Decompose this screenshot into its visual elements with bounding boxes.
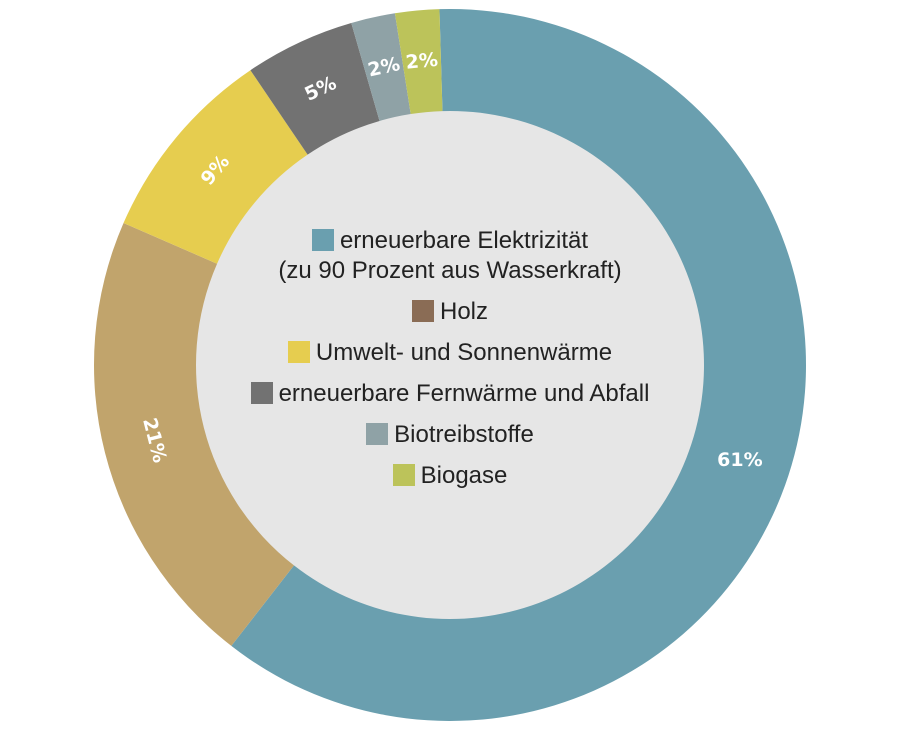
donut-slice-3	[123, 70, 308, 264]
legend-label-3: Umwelt- und Sonnenwärme	[315, 339, 613, 366]
legend-swatch-6	[392, 464, 415, 486]
chart-legend: erneuerbare Elektrizität (zu 90 Prozent …	[200, 226, 700, 502]
legend-label-4: erneuerbare Fernwärme und Abfall	[278, 380, 650, 407]
legend-swatch-4	[250, 382, 273, 404]
slice-value-label-6: 2%	[405, 49, 439, 74]
legend-item-6: Biogase	[200, 461, 700, 491]
legend-swatch-5	[366, 423, 389, 445]
legend-item-2: Holz	[200, 297, 700, 327]
legend-label-5: Biotreibstoffe	[394, 421, 534, 448]
legend-swatch-3	[287, 341, 310, 363]
donut-slice-2	[94, 223, 294, 646]
legend-item-4: erneuerbare Fernwärme und Abfall	[200, 379, 700, 409]
legend-swatch-1	[311, 229, 334, 251]
legend-label-2: Holz	[439, 298, 488, 325]
donut-slice-4	[250, 22, 380, 155]
donut-slice-1	[231, 8, 807, 721]
legend-item-5: Biotreibstoffe	[200, 420, 700, 450]
donut-slice-6	[394, 9, 443, 115]
legend-swatch-2	[411, 300, 434, 322]
legend-label-6: Biogase	[420, 462, 508, 489]
legend-label-1: erneuerbare Elektrizität (zu 90 Prozent …	[278, 227, 622, 284]
donut-slice-5	[351, 13, 411, 121]
legend-item-3: Umwelt- und Sonnenwärme	[200, 338, 700, 368]
slice-value-label-1: 61%	[717, 449, 762, 471]
legend-item-1: erneuerbare Elektrizität (zu 90 Prozent …	[200, 226, 700, 286]
